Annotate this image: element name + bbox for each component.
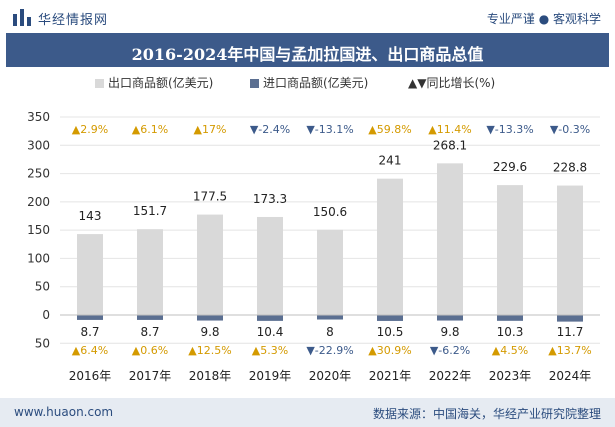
x-category-label: 2017年 <box>129 369 172 383</box>
export-bar <box>377 178 403 315</box>
export-bar <box>437 163 463 315</box>
legend-export-label: 出口商品额(亿美元) <box>108 76 214 90</box>
legend-growth-label: ▲▼同比增长(%) <box>408 76 496 90</box>
export-swatch-icon <box>95 79 104 88</box>
x-category-label: 2022年 <box>429 369 472 383</box>
export-bar <box>497 185 523 315</box>
import-bar <box>437 315 463 321</box>
bar-chart: 350 300 250 200 150 100 50 0 50 143 8.7 ▲2.9% ▲6.4% 2… <box>27 110 600 383</box>
x-category-label: 2016年 <box>69 369 112 383</box>
import-growth-up-label: ▲6.4% <box>72 344 108 357</box>
x-category-label: 2024年 <box>549 369 592 383</box>
export-bar <box>317 229 343 315</box>
export-value-label: 241 <box>379 154 402 168</box>
export-growth-down-label: ▼-13.3% <box>486 123 533 136</box>
export-bar <box>257 216 283 315</box>
y-tick-label: 100 <box>27 251 50 265</box>
y-tick-label: 150 <box>27 223 50 237</box>
import-growth-up-label: ▲30.9% <box>368 344 411 357</box>
import-growth-up-label: ▲12.5% <box>188 344 231 357</box>
top-bar: 华经情报网 专业严谨 ● 客观科学 <box>0 0 615 33</box>
import-value-label: 8 <box>326 325 334 339</box>
import-growth-up-label: ▲0.6% <box>132 344 168 357</box>
import-value-label: 9.8 <box>440 325 459 339</box>
legend-item-growth: ▲▼同比增长(%) <box>408 74 495 91</box>
import-bar <box>317 315 343 320</box>
export-bar <box>197 214 223 315</box>
legend-import-label: 进口商品额(亿美元) <box>263 76 369 90</box>
export-bar <box>77 234 103 315</box>
export-value-label: 229.6 <box>493 160 527 174</box>
import-value-label: 10.3 <box>497 325 524 339</box>
y-tick-label: 50 <box>35 336 50 350</box>
site-name: 华经情报网 <box>38 13 109 28</box>
export-value-label: 151.7 <box>133 204 167 218</box>
x-category-label: 2020年 <box>309 369 352 383</box>
export-value-label: 268.1 <box>433 138 467 152</box>
import-value-label: 11.7 <box>557 325 584 339</box>
export-bar <box>137 229 163 315</box>
export-growth-up-label: ▲2.9% <box>72 123 108 136</box>
x-category-label: 2023年 <box>489 369 532 383</box>
tagline: 专业严谨 ● 客观科学 <box>486 12 601 26</box>
footer-source: 数据来源：中国海关，华经产业研究院整理 <box>372 407 601 421</box>
x-category-label: 2021年 <box>369 369 412 383</box>
import-value-label: 10.4 <box>257 325 284 339</box>
import-bar <box>137 315 163 320</box>
export-value-label: 150.6 <box>313 205 347 219</box>
y-tick-label: 300 <box>27 138 50 152</box>
export-growth-up-label: ▲59.8% <box>368 123 411 136</box>
footer: www.huaon.com 数据来源：中国海关，华经产业研究院整理 <box>0 398 615 427</box>
y-tick-label: 0 <box>42 308 50 322</box>
legend-item-import: 进口商品额(亿美元) <box>250 74 368 91</box>
export-growth-up-label: ▲17% <box>194 123 227 136</box>
import-value-label: 10.5 <box>377 325 404 339</box>
y-tick-label: 350 <box>27 110 50 124</box>
export-value-label: 143 <box>79 209 102 223</box>
chart-title: 2016-2024年中国与孟加拉国进、出口商品总值 <box>131 45 484 64</box>
export-value-label: 228.8 <box>553 161 587 175</box>
export-bar <box>557 185 583 315</box>
import-bar <box>557 315 583 322</box>
import-bar <box>497 315 523 321</box>
import-value-label: 8.7 <box>140 325 159 339</box>
import-bar <box>257 315 283 321</box>
import-value-label: 8.7 <box>80 325 99 339</box>
import-growth-down-label: ▼-6.2% <box>430 344 470 357</box>
import-bar <box>197 315 223 321</box>
export-growth-down-label: ▼-0.3% <box>550 123 590 136</box>
footer-url: www.huaon.com <box>14 405 114 419</box>
legend-item-export: 出口商品额(亿美元) <box>95 74 213 91</box>
legend: 出口商品额(亿美元) 进口商品额(亿美元) ▲▼同比增长(%) <box>0 74 615 92</box>
export-growth-down-label: ▼-2.4% <box>250 123 290 136</box>
import-swatch-icon <box>250 79 259 88</box>
import-bar <box>377 315 403 321</box>
y-tick-label: 50 <box>35 280 50 294</box>
title-bar: 2016-2024年中国与孟加拉国进、出口商品总值 <box>6 33 609 67</box>
export-value-label: 177.5 <box>193 190 227 204</box>
export-growth-down-label: ▼-13.1% <box>306 123 353 136</box>
y-tick-label: 200 <box>27 195 50 209</box>
huajing-logo-icon <box>13 9 31 26</box>
import-growth-up-label: ▲5.3% <box>252 344 288 357</box>
y-tick-label: 250 <box>27 167 50 181</box>
export-growth-up-label: ▲11.4% <box>428 123 471 136</box>
import-bar <box>77 315 103 320</box>
x-category-label: 2019年 <box>249 369 292 383</box>
export-growth-up-label: ▲6.1% <box>132 123 168 136</box>
import-growth-up-label: ▲13.7% <box>548 344 591 357</box>
x-category-label: 2018年 <box>189 369 232 383</box>
import-value-label: 9.8 <box>200 325 219 339</box>
import-growth-up-label: ▲4.5% <box>492 344 528 357</box>
export-value-label: 173.3 <box>253 192 287 206</box>
chart-area: 350 300 250 200 150 100 50 0 50 143 8.7 ▲2.9% ▲6.4% 2… <box>0 95 615 395</box>
import-growth-down-label: ▼-22.9% <box>306 344 353 357</box>
